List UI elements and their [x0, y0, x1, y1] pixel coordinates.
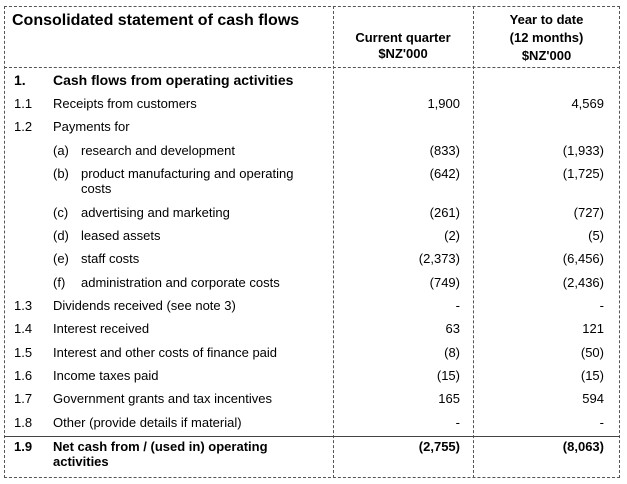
sub-item-letter: (f): [53, 275, 66, 290]
sub-item-letter: (a): [53, 143, 69, 158]
year-to-date-value: (1,725): [562, 166, 604, 181]
current-quarter-value: (642): [429, 166, 460, 181]
current-quarter-value: (749): [429, 275, 460, 290]
year-to-date-value: -: [599, 298, 604, 313]
row-label: administration and corporate costs: [81, 275, 280, 290]
year-to-date-value: (727): [573, 205, 604, 220]
row-label: product manufacturing and operating cost…: [81, 166, 294, 196]
row-label: Income taxes paid: [53, 368, 159, 383]
year-to-date-value: (2,436): [562, 275, 604, 290]
year-to-date-value: 4,569: [571, 96, 604, 111]
section-heading: Cash flows from operating activities: [53, 72, 294, 88]
year-to-date-value: (15): [580, 368, 604, 383]
sub-item-letter: (c): [53, 205, 69, 220]
column-divider: [333, 6, 334, 478]
current-quarter-value: (8): [444, 345, 460, 360]
sub-item-letter: (e): [53, 251, 69, 266]
year-to-date-value: (5): [588, 228, 604, 243]
statement-title: Consolidated statement of cash flows: [12, 12, 300, 29]
current-quarter-value: (833): [429, 143, 460, 158]
current-quarter-total: (2,755): [418, 439, 460, 454]
row-number: 1.5: [14, 345, 33, 360]
row-label: leased assets: [81, 228, 161, 243]
row-number: 1.3: [14, 298, 33, 313]
year-to-date-value: (50): [580, 345, 604, 360]
statement-frame: [4, 6, 620, 478]
row-label: Interest and other costs of finance paid: [53, 345, 278, 360]
current-quarter-value: -: [455, 415, 460, 430]
row-label: Government grants and tax incentives: [53, 391, 272, 406]
section-number: 1.: [14, 72, 26, 88]
row-label: staff costs: [81, 251, 140, 266]
total-label: Net cash from / (used in) operating acti…: [53, 439, 268, 469]
row-label: advertising and marketing: [81, 205, 230, 220]
row-number: 1.9: [14, 439, 33, 454]
current-quarter-value: (2,373): [418, 251, 460, 266]
current-quarter-value: 63: [445, 321, 460, 336]
row-label: Interest received: [53, 321, 150, 336]
current-quarter-value: (15): [436, 368, 460, 383]
current-quarter-header: Current quarter $NZ'000: [355, 30, 451, 61]
year-to-date-value: 121: [582, 321, 604, 336]
row-label: research and development: [81, 143, 235, 158]
row-label: Dividends received (see note 3): [53, 298, 236, 313]
current-quarter-value: -: [455, 298, 460, 313]
column-divider: [473, 6, 474, 478]
row-number: 1.2: [14, 119, 33, 134]
year-to-date-value: -: [599, 415, 604, 430]
sub-item-letter: (d): [53, 228, 69, 243]
row-number: 1.1: [14, 96, 33, 111]
row-number: 1.7: [14, 391, 33, 406]
row-number: 1.6: [14, 368, 33, 383]
row-number: 1.8: [14, 415, 33, 430]
total-divider: [4, 436, 620, 437]
current-quarter-value: (261): [429, 205, 460, 220]
row-label: Payments for: [53, 119, 130, 134]
year-to-date-value: (1,933): [562, 143, 604, 158]
header-divider: [4, 67, 620, 68]
row-label: Receipts from customers: [53, 96, 197, 111]
row-label: Other (provide details if material): [53, 415, 242, 430]
year-to-date-total: (8,063): [562, 439, 604, 454]
current-quarter-value: (2): [444, 228, 460, 243]
row-number: 1.4: [14, 321, 33, 336]
year-to-date-header: Year to date (12 months) $NZ'000: [509, 12, 584, 63]
sub-item-letter: (b): [53, 166, 69, 181]
current-quarter-value: 1,900: [427, 96, 460, 111]
year-to-date-value: (6,456): [562, 251, 604, 266]
current-quarter-value: 165: [438, 391, 460, 406]
year-to-date-value: 594: [582, 391, 604, 406]
